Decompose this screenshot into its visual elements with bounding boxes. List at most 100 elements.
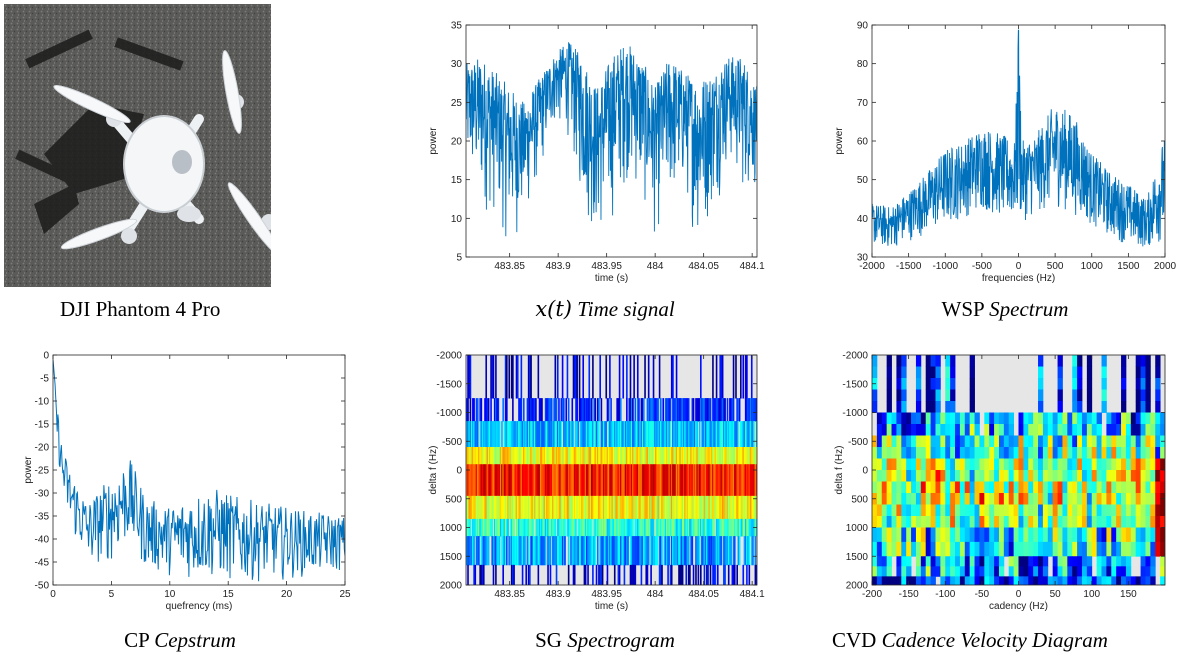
heatmap-cell	[610, 464, 612, 497]
heatmap-cell	[622, 536, 625, 566]
heatmap-cell	[736, 447, 738, 465]
heatmap-cell	[519, 495, 521, 520]
heatmap-cell	[627, 495, 629, 520]
heatmap-cell	[583, 495, 586, 520]
heatmap-cell	[718, 464, 720, 497]
heatmap-cell	[600, 536, 603, 566]
heatmap-cell	[678, 447, 680, 465]
heatmap-cell	[667, 464, 669, 497]
heatmap-cell	[950, 541, 956, 557]
heatmap-cell	[703, 464, 706, 497]
heatmap-cell	[678, 564, 680, 585]
heatmap-cell	[1023, 458, 1029, 471]
heatmap-cell	[1130, 576, 1137, 585]
heatmap-cell	[959, 566, 966, 577]
heatmap-cell	[1018, 435, 1024, 448]
heatmap-cell	[536, 447, 538, 465]
heatmap-cell	[1145, 504, 1151, 517]
heatmap-cell	[748, 447, 751, 465]
heatmap-cell	[482, 447, 485, 465]
heatmap-cell	[950, 447, 956, 459]
heatmap-cell	[1038, 378, 1044, 390]
heatmap-cell	[538, 536, 541, 566]
heatmap-cell	[1008, 504, 1015, 517]
heatmap-cell	[526, 536, 529, 566]
heatmap-cell	[615, 495, 617, 520]
heatmap-cell	[741, 421, 743, 448]
heatmap-cell	[945, 424, 951, 436]
heatmap-cell	[906, 470, 912, 482]
heatmap-cell	[636, 447, 639, 465]
heatmap-cell	[633, 355, 635, 399]
heatmap-cell	[891, 458, 897, 471]
heatmap-cell	[571, 464, 574, 497]
heatmap-cell	[504, 355, 507, 399]
heatmap-cell	[1047, 576, 1054, 585]
heatmap-cell	[726, 398, 729, 422]
heatmap-cell	[1135, 366, 1141, 379]
heatmap-cell	[543, 464, 546, 497]
heatmap-cell	[599, 536, 601, 566]
heatmap-cell	[466, 421, 468, 448]
heatmap-cell	[669, 564, 672, 585]
heatmap-cell	[1155, 366, 1161, 379]
heatmap-cell	[964, 470, 971, 482]
heatmap-cell	[1023, 412, 1029, 425]
heatmap-cell	[683, 421, 685, 448]
heatmap-cell	[925, 447, 931, 459]
heatmap-cell	[588, 536, 591, 566]
heatmap-cell	[524, 464, 526, 497]
heatmap-cell	[692, 464, 695, 497]
heatmap-cell	[656, 464, 658, 497]
heatmap-cell	[676, 464, 679, 497]
heatmap-cell	[1150, 481, 1156, 494]
heatmap-cell	[542, 421, 544, 448]
heatmap-cell	[1155, 470, 1161, 482]
heatmap-cell	[552, 464, 554, 497]
heatmap-cell	[719, 536, 722, 566]
heatmap-cell	[612, 447, 615, 465]
heatmap-cell	[708, 398, 711, 422]
heatmap-cell	[655, 398, 657, 422]
heatmap-cell	[584, 447, 587, 465]
heatmap-cell	[698, 464, 701, 497]
heatmap-cell	[529, 421, 531, 448]
heatmap-cell	[569, 447, 571, 465]
heatmap-cell	[629, 464, 632, 497]
heatmap-cell	[881, 458, 888, 471]
heatmap-cell	[619, 447, 622, 465]
heatmap-cell	[676, 495, 679, 520]
heatmap-cell	[1155, 424, 1161, 436]
heatmap-cell	[570, 536, 572, 566]
heatmap-cell	[619, 536, 622, 566]
heatmap-cell	[573, 464, 576, 497]
heatmap-cell	[911, 447, 917, 459]
heatmap-cell	[647, 398, 650, 422]
heatmap-cell	[748, 495, 751, 520]
heatmap-cell	[599, 447, 601, 465]
heatmap-cell	[658, 421, 661, 448]
heatmap-cell	[886, 389, 892, 402]
heatmap-cell	[474, 447, 477, 465]
heatmap-cell	[650, 447, 652, 465]
heatmap-cell	[891, 516, 897, 528]
heatmap-cell	[1116, 493, 1122, 505]
heatmap-cell	[634, 464, 637, 497]
heatmap-cell	[747, 447, 749, 465]
heatmap-cell	[645, 464, 648, 497]
heatmap-cell	[964, 566, 971, 577]
heatmap-cell	[1106, 435, 1112, 448]
heatmap-cell	[622, 355, 625, 399]
heatmap-cell	[940, 516, 946, 528]
heatmap-cell	[1125, 481, 1132, 494]
heatmap-cell	[876, 424, 883, 436]
heatmap-cell	[750, 518, 753, 537]
heatmap-cell	[676, 536, 679, 566]
heatmap-cell	[495, 564, 497, 585]
heatmap-cell	[519, 447, 521, 465]
heatmap-cell	[1145, 458, 1151, 471]
heatmap-cell	[1101, 527, 1107, 543]
heatmap-cell	[532, 518, 535, 537]
heatmap-cell	[539, 421, 542, 448]
heatmap-cell	[1062, 527, 1068, 543]
